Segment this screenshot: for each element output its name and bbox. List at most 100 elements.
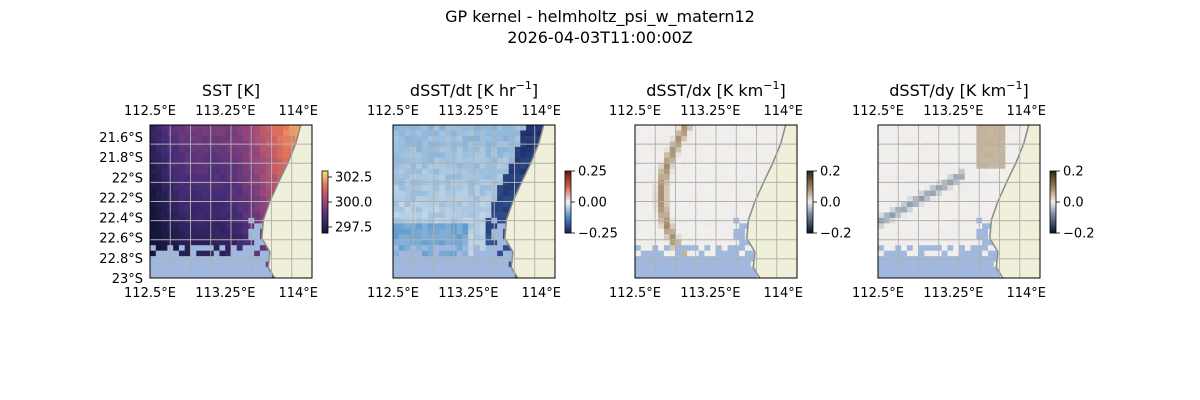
heatmap-cell [889, 196, 896, 202]
heatmap-cell [901, 267, 908, 273]
heatmap-cell [445, 272, 452, 279]
heatmap-cell [190, 250, 197, 257]
heatmap-cell [930, 125, 937, 131]
heatmap-cell [462, 185, 469, 191]
heatmap-cell [219, 130, 226, 137]
heatmap-cell [150, 261, 157, 268]
heatmap-cell [878, 168, 885, 175]
heatmap-cell [1011, 135, 1018, 142]
heatmap-cell [150, 163, 157, 170]
heatmap-cell [1005, 135, 1012, 142]
heatmap-cell [756, 157, 763, 164]
heatmap-cell [462, 157, 469, 164]
heatmap-cell [433, 245, 440, 252]
heatmap-cell [231, 261, 238, 268]
heatmap-cell [964, 130, 971, 137]
heatmap-cell [219, 168, 226, 175]
heatmap-cell [497, 245, 504, 252]
heatmap-cell [236, 185, 243, 191]
heatmap-cell [427, 228, 434, 235]
heatmap-cell [987, 190, 995, 197]
heatmap-cell [941, 261, 948, 268]
heatmap-cell [883, 196, 890, 202]
heatmap-cell [433, 223, 440, 230]
heatmap-cell [953, 196, 960, 202]
colorbar-step [565, 187, 571, 190]
heatmap-cell [658, 152, 665, 159]
colorbar-step [1050, 171, 1056, 174]
heatmap-cell [635, 261, 642, 268]
heatmap-cell [427, 196, 434, 202]
heatmap-cell [964, 261, 971, 268]
heatmap-cell [173, 190, 180, 197]
colorbar-step [807, 210, 813, 213]
heatmap-cell [433, 130, 440, 137]
heatmap-cell [462, 250, 469, 257]
heatmap-cell [970, 196, 977, 202]
heatmap-cell [468, 250, 475, 257]
heatmap-cell [930, 174, 937, 181]
heatmap-cell [433, 212, 440, 219]
heatmap-cell [398, 212, 405, 219]
heatmap-cell [242, 125, 249, 131]
heatmap-cell [404, 163, 411, 170]
heatmap-cell [646, 135, 653, 142]
heatmap-cell [982, 157, 989, 164]
heatmap-cell [970, 130, 977, 137]
heatmap-cell [271, 152, 278, 159]
heatmap-cell [404, 206, 411, 213]
heatmap-cell [721, 223, 728, 230]
heatmap-cell [439, 146, 446, 153]
heatmap-cell [646, 157, 653, 164]
heatmap-cell [704, 212, 711, 219]
heatmap-cell [433, 272, 440, 279]
heatmap-cell [959, 245, 966, 252]
colorbar-step [322, 175, 328, 178]
heatmap-cell [970, 228, 977, 235]
heatmap-cell [906, 190, 914, 197]
heatmap-cell [878, 163, 885, 170]
heatmap-cell [393, 168, 400, 175]
figure-title-line1: GP kernel - helmholtz_psi_w_matern12 [445, 7, 755, 27]
heatmap-cell [196, 272, 203, 279]
heatmap-cell [150, 206, 157, 213]
heatmap-cell [398, 228, 405, 235]
heatmap-cell [445, 157, 452, 164]
heatmap-cell [750, 152, 757, 159]
heatmap-cell [265, 135, 272, 142]
heatmap-cell [502, 190, 510, 197]
heatmap-cell [236, 212, 243, 219]
heatmap-cell [196, 174, 203, 181]
heatmap-cell [727, 185, 734, 191]
heatmap-cell [398, 125, 405, 131]
heatmap-cell [756, 152, 763, 159]
heatmap-cell [878, 196, 885, 202]
heatmap-cell [497, 196, 504, 202]
x-tick-label-top: 114°E [521, 104, 561, 119]
heatmap-cell [202, 152, 209, 159]
heatmap-cell [982, 146, 989, 153]
y-tick-label: 22.6°S [99, 232, 143, 247]
heatmap-cell [508, 125, 515, 131]
heatmap-cell [982, 250, 989, 257]
heatmap-cell [184, 185, 191, 191]
heatmap-cell [393, 212, 400, 219]
heatmap-cell [202, 125, 209, 131]
heatmap-cell [421, 125, 429, 131]
heatmap-cell [698, 146, 705, 153]
heatmap-cell [750, 250, 757, 257]
heatmap-cell [762, 125, 769, 131]
colorbar-step [565, 222, 571, 226]
x-tick-label-bottom: 113.25°E [438, 286, 498, 301]
heatmap-cell [178, 267, 186, 273]
heatmap-cell [202, 212, 209, 219]
heatmap-cell [727, 239, 734, 246]
heatmap-cell [964, 239, 971, 246]
heatmap-cell [941, 206, 948, 213]
heatmap-cell [750, 190, 757, 197]
heatmap-cell [184, 168, 191, 175]
heatmap-cell [468, 157, 475, 164]
heatmap-cell [698, 201, 705, 208]
heatmap-cell [721, 190, 728, 197]
heatmap-cell [947, 245, 954, 252]
